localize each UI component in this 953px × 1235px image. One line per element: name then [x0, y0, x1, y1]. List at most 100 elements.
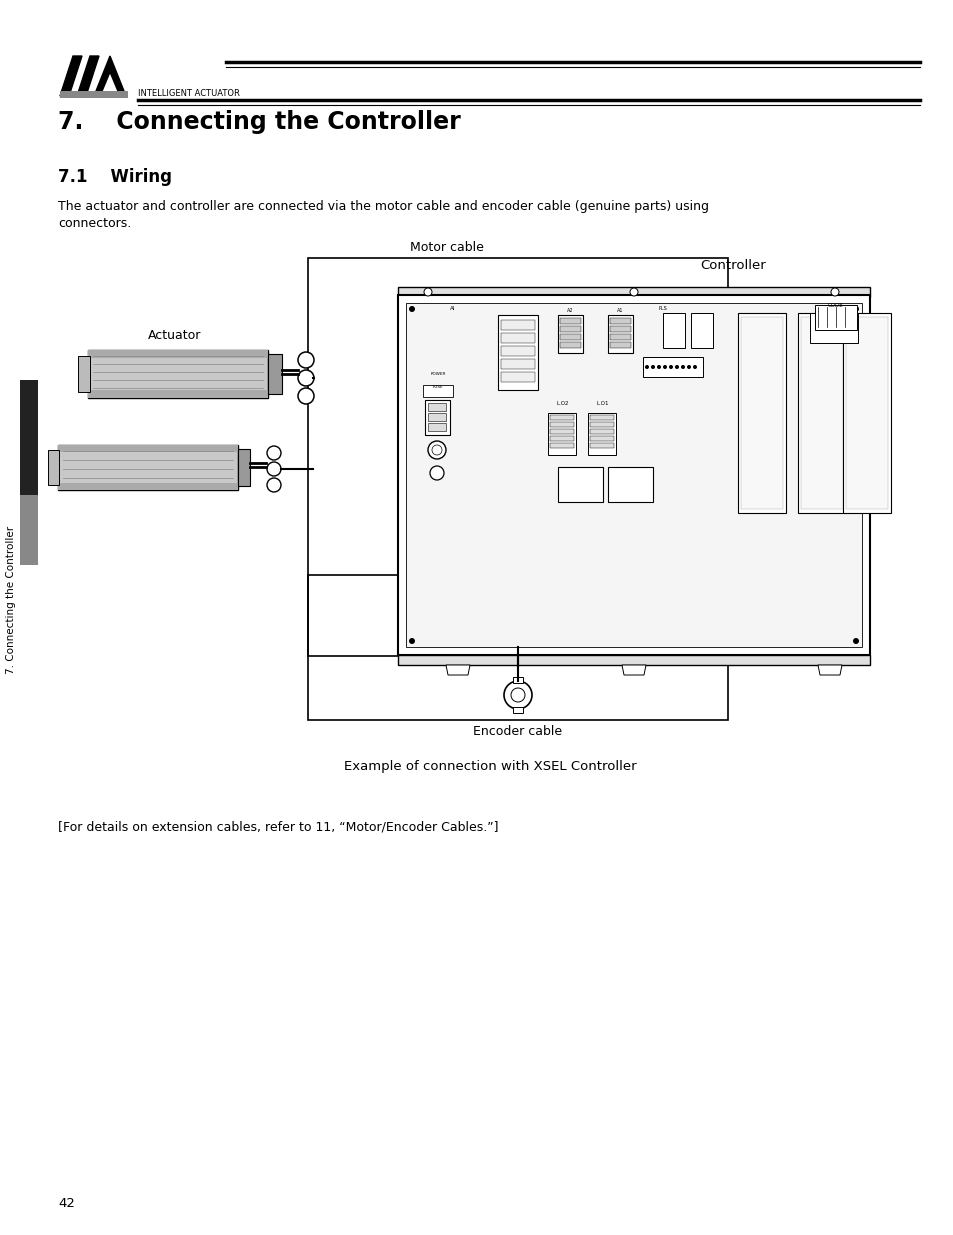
Text: INTELLIGENT ACTUATOR: INTELLIGENT ACTUATOR [138, 89, 239, 98]
Bar [589, 436, 614, 441]
Text: Encoder cable: Encoder cable [473, 725, 562, 739]
Bar [48, 450, 59, 485]
Text: 7.    Connecting the Controller: 7. Connecting the Controller [58, 110, 460, 135]
Text: CODE: CODE [827, 303, 842, 308]
Circle shape [511, 688, 524, 701]
Circle shape [297, 352, 314, 368]
Circle shape [629, 288, 638, 296]
Bar [801, 317, 842, 509]
Text: [For details on extension cables, refer to 11, “Motor/Encoder Cables.”]: [For details on extension cables, refer … [58, 820, 498, 832]
Bar [559, 326, 580, 332]
Bar [550, 422, 574, 427]
Bar [424, 400, 450, 435]
Circle shape [692, 366, 697, 369]
Bar [547, 412, 576, 454]
Text: 7. Connecting the Controller: 7. Connecting the Controller [6, 526, 16, 674]
Text: A2: A2 [566, 308, 573, 312]
Bar [308, 576, 727, 720]
Text: AI: AI [450, 306, 456, 311]
Bar [20, 495, 38, 564]
Circle shape [267, 478, 281, 492]
Text: Motor cable: Motor cable [410, 241, 483, 254]
Bar [842, 312, 890, 513]
Polygon shape [60, 56, 82, 96]
Bar [587, 412, 616, 454]
Bar [607, 315, 633, 353]
Circle shape [297, 370, 314, 387]
Bar [589, 415, 614, 420]
Bar [237, 450, 250, 487]
Bar [550, 443, 574, 448]
Bar [497, 315, 537, 390]
Circle shape [267, 446, 281, 459]
Text: POWER: POWER [430, 372, 445, 375]
Bar [397, 295, 869, 655]
Bar [738, 312, 785, 513]
Bar [500, 372, 535, 382]
Text: L.O1: L.O1 [597, 401, 609, 406]
Bar [589, 422, 614, 427]
Circle shape [680, 366, 684, 369]
Bar [589, 443, 614, 448]
Circle shape [423, 288, 432, 296]
Bar [550, 429, 574, 433]
Circle shape [852, 638, 858, 643]
Bar [797, 312, 845, 513]
Bar [500, 320, 535, 330]
Bar [78, 356, 90, 391]
Bar [397, 287, 869, 296]
Text: FUSE: FUSE [433, 385, 443, 389]
Bar [60, 91, 128, 98]
Bar [406, 303, 862, 647]
Text: Controller: Controller [700, 259, 765, 272]
Bar [558, 467, 602, 501]
Circle shape [675, 366, 679, 369]
Circle shape [409, 638, 415, 643]
Bar [88, 350, 268, 358]
Circle shape [409, 306, 415, 312]
Text: connectors.: connectors. [58, 217, 132, 230]
Polygon shape [817, 664, 841, 676]
Circle shape [650, 366, 655, 369]
Bar [607, 467, 652, 501]
Circle shape [432, 445, 441, 454]
Bar [559, 342, 580, 348]
Bar [428, 403, 446, 411]
Bar [20, 380, 38, 495]
Text: Example of connection with XSEL Controller: Example of connection with XSEL Controll… [343, 760, 636, 773]
Circle shape [668, 366, 672, 369]
Bar [559, 317, 580, 324]
Bar [558, 315, 582, 353]
Circle shape [686, 366, 690, 369]
Bar [559, 333, 580, 340]
Text: 42: 42 [58, 1197, 74, 1210]
Bar [609, 342, 630, 348]
Circle shape [657, 366, 660, 369]
Bar [308, 258, 727, 656]
Text: L.O2: L.O2 [557, 401, 569, 406]
Bar [513, 677, 522, 683]
Bar [845, 317, 887, 509]
Bar [662, 312, 684, 348]
Bar [428, 424, 446, 431]
Polygon shape [621, 664, 645, 676]
Bar [500, 346, 535, 356]
Bar [690, 312, 712, 348]
Circle shape [662, 366, 666, 369]
Bar [550, 436, 574, 441]
Text: 7.1    Wiring: 7.1 Wiring [58, 168, 172, 186]
Circle shape [644, 366, 648, 369]
Text: Actuator: Actuator [148, 329, 201, 342]
Polygon shape [446, 664, 470, 676]
Circle shape [830, 288, 838, 296]
Text: PLS: PLS [658, 306, 667, 311]
Bar [58, 445, 237, 490]
Bar [609, 333, 630, 340]
Circle shape [297, 388, 314, 404]
Bar [397, 655, 869, 664]
Bar [88, 350, 268, 398]
Bar [589, 429, 614, 433]
Bar [550, 415, 574, 420]
Bar [428, 412, 446, 421]
Bar [88, 390, 268, 398]
